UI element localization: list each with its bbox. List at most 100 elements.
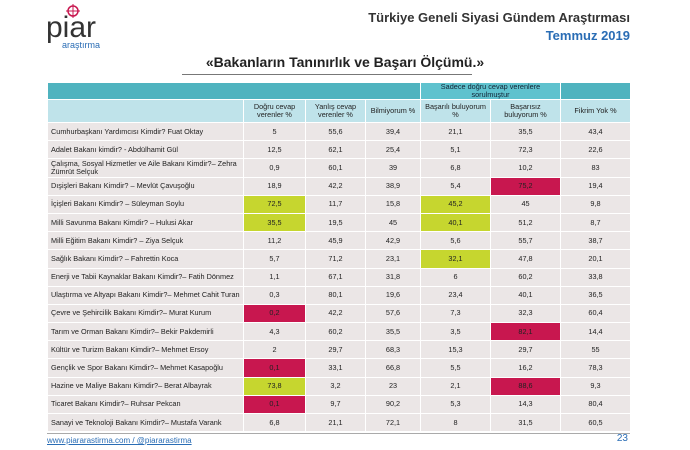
column-header: Başarısız buluyorum % bbox=[490, 99, 561, 123]
value-cell: 39,4 bbox=[365, 121, 421, 142]
value-cell: 22,6 bbox=[560, 140, 631, 160]
value-cell: 16,2 bbox=[490, 358, 561, 378]
title-underline bbox=[182, 74, 472, 75]
value-cell: 5 bbox=[243, 121, 306, 142]
value-cell: 2 bbox=[243, 340, 306, 360]
question-cell: Adalet Bakanı kimdir? - Abdülhamit Gül bbox=[47, 140, 244, 160]
value-cell: 35,5 bbox=[490, 121, 561, 142]
table-row: Dışişleri Bakanı Kimdir? – Mevlüt Çavuşo… bbox=[47, 176, 631, 196]
value-cell: 42,2 bbox=[305, 176, 366, 196]
value-cell: 6,8 bbox=[420, 158, 491, 178]
table-row: Milli Savunma Bakanı Kimdir? – Hulusi Ak… bbox=[47, 212, 631, 233]
value-cell: 9,8 bbox=[560, 194, 631, 214]
column-header: Bilmiyorum % bbox=[365, 99, 421, 123]
table-row: Hazine ve Maliye Bakanı Kimdir?– Berat A… bbox=[47, 376, 631, 396]
question-cell: Ulaştırma ve Altyapı Bakanı Kimdir?– Meh… bbox=[47, 285, 244, 305]
value-cell: 19,6 bbox=[365, 285, 421, 305]
table-row: Çevre ve Şehircilik Bakanı Kimdir?– Mura… bbox=[47, 303, 631, 324]
value-cell: 62,1 bbox=[305, 140, 366, 160]
value-cell: 31,5 bbox=[490, 412, 561, 433]
value-cell: 6 bbox=[420, 267, 491, 287]
value-cell: 5,1 bbox=[420, 140, 491, 160]
column-header: Doğru cevap verenler % bbox=[243, 99, 306, 123]
group-header-row: Sadece doğru cevap verenlere sorulmuştur bbox=[47, 82, 631, 100]
value-cell: 0,3 bbox=[243, 285, 306, 305]
table-row: Milli Eğitim Bakanı Kimdir? – Ziya Selçu… bbox=[47, 231, 631, 251]
value-cell: 60,2 bbox=[490, 267, 561, 287]
value-cell: 29,7 bbox=[305, 340, 366, 360]
value-cell: 0,1 bbox=[243, 394, 306, 415]
value-cell: 15,3 bbox=[420, 340, 491, 360]
header-cell bbox=[560, 82, 631, 100]
value-cell: 40,1 bbox=[420, 212, 491, 233]
value-cell: 5,7 bbox=[243, 249, 306, 269]
value-cell: 45,2 bbox=[420, 194, 491, 214]
question-cell: Cumhurbaşkanı Yardımcısı Kimdir? Fuat Ok… bbox=[47, 121, 244, 142]
value-cell: 90,2 bbox=[365, 394, 421, 415]
value-cell: 23 bbox=[365, 376, 421, 396]
value-cell: 21,1 bbox=[305, 412, 366, 433]
value-cell: 43,4 bbox=[560, 121, 631, 142]
value-cell: 45 bbox=[490, 194, 561, 214]
value-cell: 14,3 bbox=[490, 394, 561, 415]
value-cell: 45 bbox=[365, 212, 421, 233]
footer-line bbox=[47, 433, 630, 434]
value-cell: 5,5 bbox=[420, 358, 491, 378]
question-cell: Kültür ve Turizm Bakanı Kimdir?– Mehmet … bbox=[47, 340, 244, 360]
value-cell: 23,1 bbox=[365, 249, 421, 269]
header-date: Temmuz 2019 bbox=[545, 28, 630, 43]
table-row: Kültür ve Turizm Bakanı Kimdir?– Mehmet … bbox=[47, 340, 631, 360]
value-cell: 57,6 bbox=[365, 303, 421, 324]
value-cell: 11,7 bbox=[305, 194, 366, 214]
group-header: Sadece doğru cevap verenlere sorulmuştur bbox=[420, 82, 561, 100]
results-table: Sadece doğru cevap verenlere sorulmuştur… bbox=[47, 82, 631, 433]
value-cell: 60,4 bbox=[560, 303, 631, 324]
value-cell: 0,9 bbox=[243, 158, 306, 178]
value-cell: 68,3 bbox=[365, 340, 421, 360]
value-cell: 11,2 bbox=[243, 231, 306, 251]
value-cell: 39 bbox=[365, 158, 421, 178]
value-cell: 29,7 bbox=[490, 340, 561, 360]
value-cell: 23,4 bbox=[420, 285, 491, 305]
question-cell: Gençlik ve Spor Bakanı Kimdir?– Mehmet K… bbox=[47, 358, 244, 378]
value-cell: 33,1 bbox=[305, 358, 366, 378]
value-cell: 25,4 bbox=[365, 140, 421, 160]
table-row: Sanayi ve Teknoloji Bakanı Kimdir?– Must… bbox=[47, 412, 631, 433]
table-row: Tarım ve Orman Bakanı Kimdir?– Bekir Pak… bbox=[47, 322, 631, 342]
question-cell: Sağlık Bakanı Kimdir? – Fahrettin Koca bbox=[47, 249, 244, 269]
table-row: İçişleri Bakanı Kimdir? – Süleyman Soylu… bbox=[47, 194, 631, 214]
value-cell: 72,3 bbox=[490, 140, 561, 160]
question-cell: Çalışma, Sosyal Hizmetler ve Aile Bakanı… bbox=[47, 158, 244, 178]
value-cell: 5,3 bbox=[420, 394, 491, 415]
value-cell: 80,1 bbox=[305, 285, 366, 305]
value-cell: 8,7 bbox=[560, 212, 631, 233]
question-cell: Milli Savunma Bakanı Kimdir? – Hulusi Ak… bbox=[47, 212, 244, 233]
question-cell: Ticaret Bakanı Kimdir?– Ruhsar Pekcan bbox=[47, 394, 244, 415]
value-cell: 12,5 bbox=[243, 140, 306, 160]
value-cell: 32,1 bbox=[420, 249, 491, 269]
value-cell: 73,8 bbox=[243, 376, 306, 396]
value-cell: 5,6 bbox=[420, 231, 491, 251]
table-row: Ulaştırma ve Altyapı Bakanı Kimdir?– Meh… bbox=[47, 285, 631, 305]
logo: piar araştırma bbox=[46, 4, 100, 50]
header-cell bbox=[47, 82, 421, 100]
value-cell: 83 bbox=[560, 158, 631, 178]
value-cell: 14,4 bbox=[560, 322, 631, 342]
footer-links[interactable]: www.piararastirma.com / @piararastirma bbox=[47, 436, 192, 445]
question-cell: Tarım ve Orman Bakanı Kimdir?– Bekir Pak… bbox=[47, 322, 244, 342]
question-cell: Milli Eğitim Bakanı Kimdir? – Ziya Selçu… bbox=[47, 231, 244, 251]
question-cell: Enerji ve Tabii Kaynaklar Bakanı Kimdir?… bbox=[47, 267, 244, 287]
question-cell: Hazine ve Maliye Bakanı Kimdir?– Berat A… bbox=[47, 376, 244, 396]
column-header: Fikrim Yok % bbox=[560, 99, 631, 123]
value-cell: 60,1 bbox=[305, 158, 366, 178]
header-cell bbox=[47, 99, 244, 123]
page-number: 23 bbox=[616, 433, 628, 444]
value-cell: 47,8 bbox=[490, 249, 561, 269]
value-cell: 18,9 bbox=[243, 176, 306, 196]
value-cell: 0,2 bbox=[243, 303, 306, 324]
value-cell: 42,2 bbox=[305, 303, 366, 324]
value-cell: 5,4 bbox=[420, 176, 491, 196]
value-cell: 4,3 bbox=[243, 322, 306, 342]
value-cell: 45,9 bbox=[305, 231, 366, 251]
